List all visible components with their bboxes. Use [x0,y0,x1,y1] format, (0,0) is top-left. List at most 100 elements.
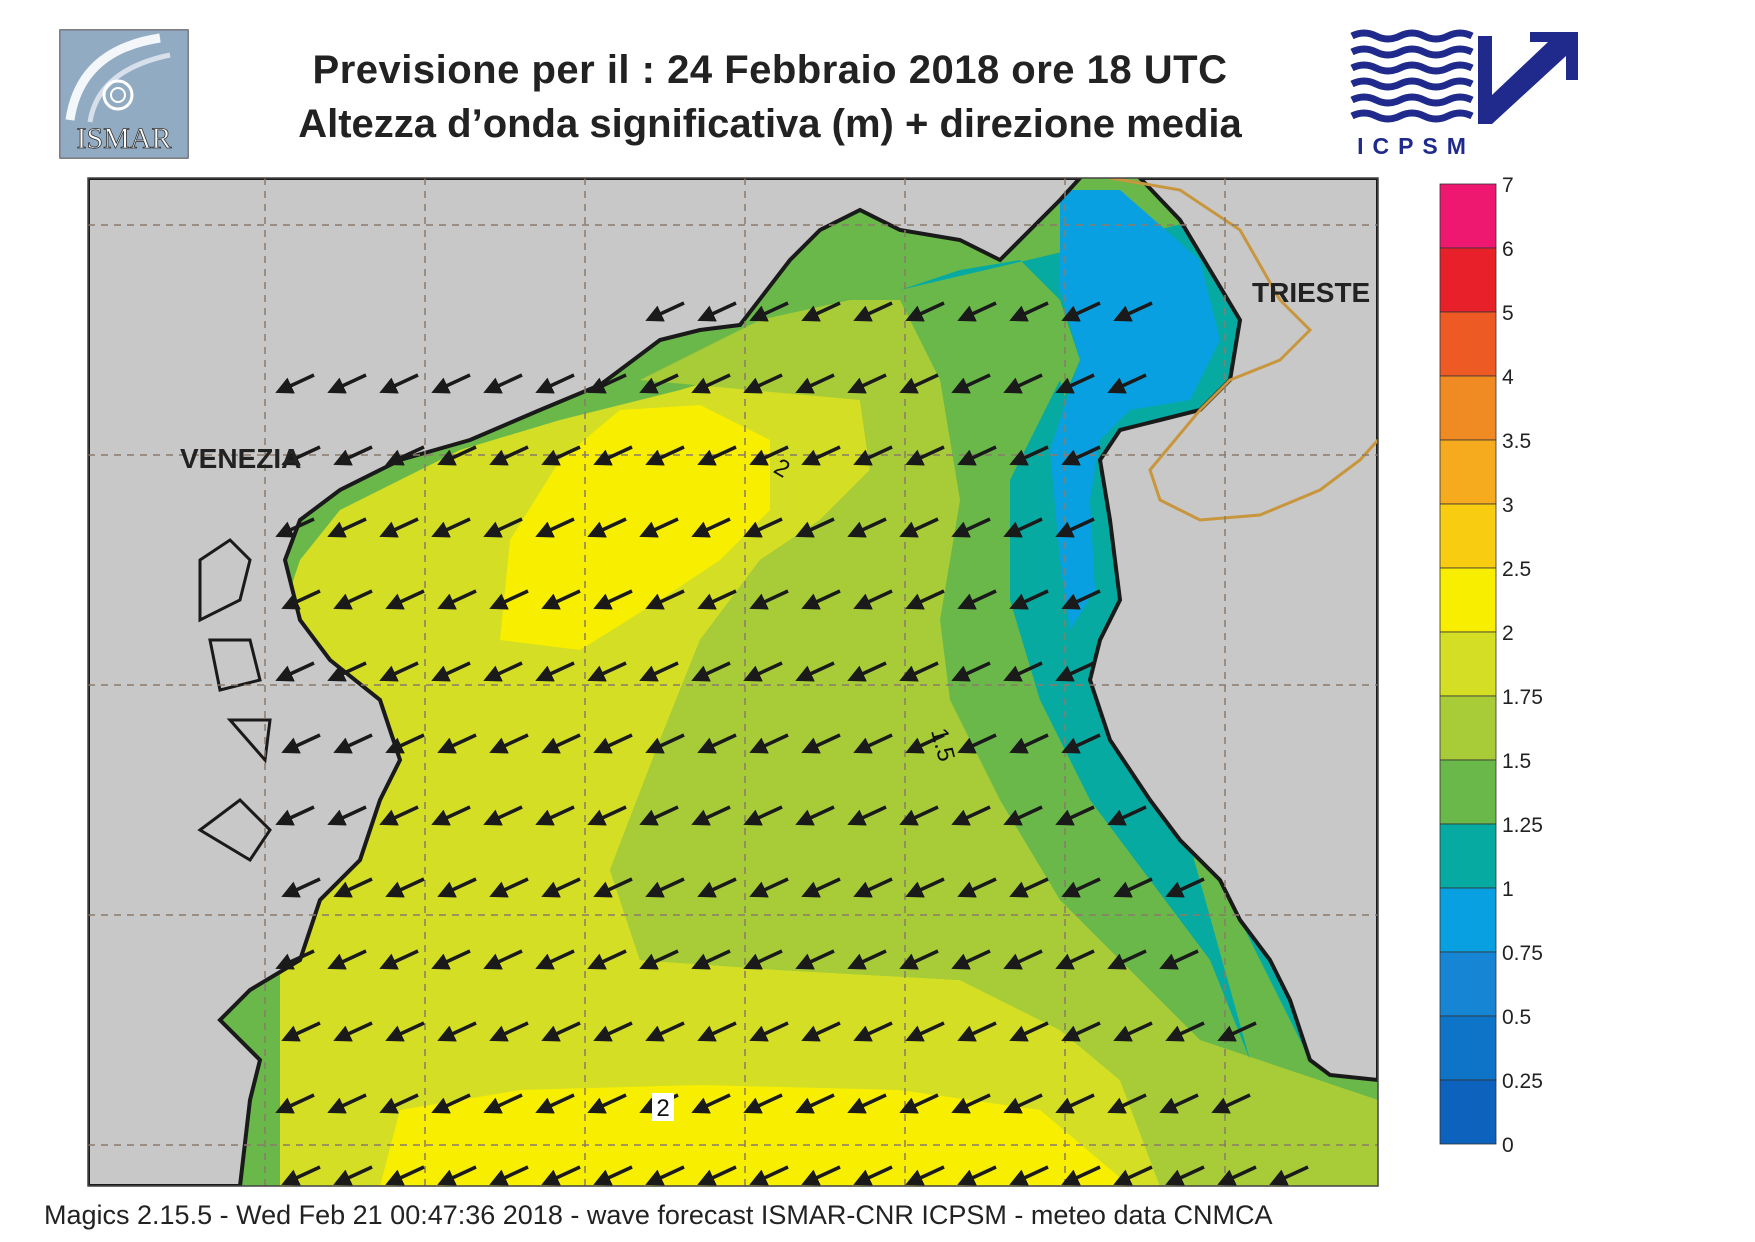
wave-arrow [535,373,575,394]
wave-arrow [957,1165,997,1186]
wave-arrow [697,301,737,322]
wave-arrow [691,949,731,970]
wave-arrow [541,1021,581,1042]
legend-label: 2 [1502,622,1514,645]
wave-arrow [801,877,841,898]
legend-swatch [1439,1015,1497,1081]
wave-arrow [1061,589,1101,610]
wave-arrow [379,661,419,682]
wave-arrow [951,1093,991,1114]
wave-arrow [275,661,315,682]
wave-arrow [437,589,477,610]
wave-arrow [951,661,991,682]
legend-label: 1.25 [1502,814,1543,837]
wave-arrow [951,949,991,970]
wave-arrow [1217,1165,1257,1186]
wave-arrow [795,1093,835,1114]
wave-arrow [645,877,685,898]
wave-arrow [593,1021,633,1042]
wave-arrow [1061,877,1101,898]
legend-swatch [1439,1079,1497,1145]
wave-arrow [379,949,419,970]
wave-arrow [275,805,315,826]
wave-arrow [899,373,939,394]
legend-swatch [1439,503,1497,569]
wave-arrow [749,301,789,322]
title-forecast-date: Previsione per il : 24 Febbraio 2018 ore… [312,48,1228,92]
wave-arrow [593,1165,633,1186]
wave-arrow [281,589,321,610]
wave-arrow [593,445,633,466]
wave-arrow [645,301,685,322]
wave-arrow [327,517,367,538]
wave-arrow [899,805,939,826]
wave-arrow [483,805,523,826]
wave-arrow [749,733,789,754]
wave-arrow [385,445,425,466]
wave-arrow [1009,733,1049,754]
wave-arrow [1165,877,1205,898]
wave-arrow [1055,661,1095,682]
wave-arrow [593,877,633,898]
contour-core-2-north [500,405,770,650]
wave-arrow [1003,517,1043,538]
wave-arrow [905,1165,945,1186]
wave-arrow [639,805,679,826]
wave-arrow [541,589,581,610]
wave-arrow [327,949,367,970]
wave-arrow [587,949,627,970]
wave-arrow [379,517,419,538]
wave-arrow [593,733,633,754]
wave-arrow [327,373,367,394]
wave-arrow [593,589,633,610]
legend-label: 3.5 [1502,430,1531,453]
wave-arrow [899,661,939,682]
ismar-logo: ISMAR [59,29,189,159]
contour-band-175 [280,360,1160,1186]
wave-arrow [541,877,581,898]
wave-arrow [1217,1021,1257,1042]
legend-label: 3 [1502,494,1514,517]
wave-arrow [847,661,887,682]
legend-swatch [1439,887,1497,953]
wave-arrow [437,733,477,754]
wave-arrow [587,805,627,826]
map-area [88,178,1378,1186]
legend-label: 5 [1502,302,1514,325]
wave-arrow [587,517,627,538]
wave-arrow [847,805,887,826]
wave-arrow [691,805,731,826]
wave-arrow [853,733,893,754]
wave-arrow [333,1165,373,1186]
wave-arrow [801,733,841,754]
wave-arrow [275,373,315,394]
legend-swatch [1439,631,1497,697]
wave-arrow [905,1021,945,1042]
map-frame [87,177,1379,1187]
wave-arrow [1061,1021,1101,1042]
wave-arrow [951,373,991,394]
wave-arrow [1003,805,1043,826]
wave-arrow [957,1021,997,1042]
wave-arrow [749,589,789,610]
wave-arrow [281,445,321,466]
wave-arrow [795,949,835,970]
legend-swatch [1439,439,1497,505]
wave-arrow [431,373,471,394]
wave-arrow [749,877,789,898]
wave-arrow [899,517,939,538]
wave-arrow [905,877,945,898]
wave-arrow [1009,1021,1049,1042]
wave-arrow [437,1165,477,1186]
wave-arrow [691,1093,731,1114]
city-label-trieste: TRIESTE [1252,277,1370,308]
legend-swatch [1439,823,1497,889]
wave-arrow [1113,877,1153,898]
wave-arrow [639,949,679,970]
contour-label-2-south: 2 [656,1095,669,1122]
wave-arrow [483,661,523,682]
wave-arrow [1061,1165,1101,1186]
wave-arrow [333,733,373,754]
wave-arrow [639,517,679,538]
wave-arrow [333,877,373,898]
